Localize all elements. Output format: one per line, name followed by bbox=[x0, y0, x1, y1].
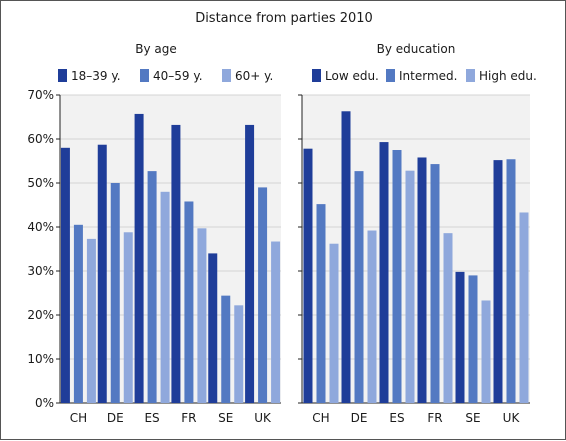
bar bbox=[208, 253, 218, 403]
x-tick-label: CH bbox=[312, 411, 329, 425]
chart-title: Distance from parties 2010 bbox=[195, 11, 373, 26]
legend-label: 18–39 y. bbox=[71, 69, 121, 83]
legend-label: 40–59 y. bbox=[153, 69, 203, 83]
x-tick-label: UK bbox=[254, 411, 272, 425]
legend-label: High edu. bbox=[479, 69, 537, 83]
bar bbox=[354, 171, 364, 403]
bar bbox=[392, 150, 402, 403]
bar bbox=[197, 228, 207, 403]
bar bbox=[405, 170, 415, 403]
x-tick-label: ES bbox=[144, 411, 159, 425]
x-tick-label: DE bbox=[107, 411, 124, 425]
bar bbox=[481, 300, 491, 403]
panel-background bbox=[302, 95, 530, 403]
panel-subtitle-age: By age bbox=[135, 42, 177, 56]
x-tick-label: FR bbox=[427, 411, 442, 425]
bar bbox=[430, 164, 440, 403]
bar bbox=[341, 111, 351, 403]
bar bbox=[316, 204, 326, 403]
bar bbox=[184, 201, 194, 403]
bar bbox=[171, 124, 181, 404]
bar bbox=[86, 238, 96, 403]
bar bbox=[110, 183, 120, 403]
legend-swatch bbox=[312, 69, 321, 82]
bar bbox=[329, 243, 339, 403]
x-tick-label: UK bbox=[503, 411, 521, 425]
y-tick-label: 50% bbox=[27, 176, 54, 190]
y-tick-label: 70% bbox=[27, 88, 54, 102]
legend-label: 60+ y. bbox=[235, 69, 273, 83]
x-tick-label: CH bbox=[70, 411, 87, 425]
bar bbox=[134, 113, 144, 404]
panel-subtitle-education: By education bbox=[377, 42, 456, 56]
legend-swatch bbox=[466, 69, 475, 82]
y-tick-label: 10% bbox=[27, 352, 54, 366]
bar bbox=[519, 212, 529, 403]
y-tick-label: 60% bbox=[27, 132, 54, 146]
x-tick-label: ES bbox=[389, 411, 404, 425]
bar bbox=[493, 160, 503, 403]
y-tick-label: 30% bbox=[27, 264, 54, 278]
bar bbox=[160, 191, 170, 403]
bar bbox=[468, 275, 478, 403]
x-tick-label: SE bbox=[218, 411, 233, 425]
legend-swatch bbox=[222, 69, 231, 82]
bar bbox=[97, 144, 107, 403]
y-tick-label: 40% bbox=[27, 220, 54, 234]
bar bbox=[271, 241, 281, 403]
bar bbox=[123, 232, 133, 403]
bar bbox=[245, 124, 255, 404]
x-tick-label: FR bbox=[181, 411, 196, 425]
bar bbox=[417, 157, 427, 403]
bar bbox=[221, 295, 231, 403]
bar bbox=[367, 230, 377, 403]
legend-swatch bbox=[386, 69, 395, 82]
bar bbox=[258, 187, 268, 403]
bar bbox=[506, 159, 516, 403]
legend-swatch bbox=[58, 69, 67, 82]
x-tick-label: DE bbox=[351, 411, 368, 425]
panel-background bbox=[60, 95, 281, 403]
bar bbox=[443, 233, 453, 403]
legend-label: Low edu. bbox=[325, 69, 379, 83]
bar bbox=[303, 148, 313, 403]
legend-swatch bbox=[140, 69, 149, 82]
x-tick-label: SE bbox=[465, 411, 480, 425]
y-tick-label: 20% bbox=[27, 308, 54, 322]
bar bbox=[147, 171, 157, 403]
bar bbox=[60, 147, 70, 403]
legend-label: Intermed. bbox=[399, 69, 457, 83]
bar bbox=[455, 271, 465, 403]
bar bbox=[379, 142, 389, 403]
bar bbox=[234, 305, 244, 403]
bar bbox=[73, 224, 83, 403]
y-tick-label: 0% bbox=[35, 396, 54, 410]
